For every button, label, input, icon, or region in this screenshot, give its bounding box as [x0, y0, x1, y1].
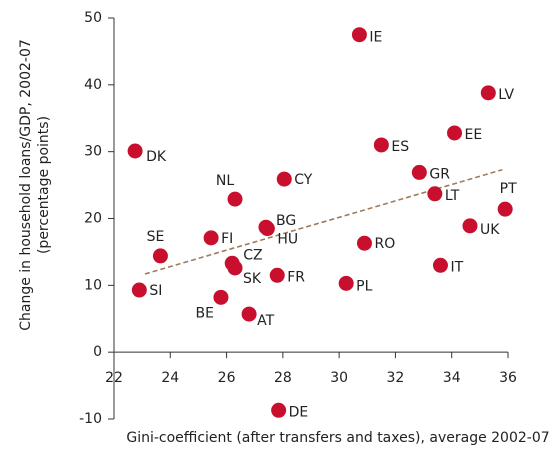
point	[227, 191, 243, 207]
point-label: AT	[257, 313, 274, 329]
point-label: RO	[374, 236, 395, 252]
point	[497, 201, 513, 217]
point-label: SI	[149, 283, 162, 299]
point-label: SE	[147, 229, 165, 245]
y-tick-label: 30	[84, 144, 102, 160]
x-tick-label: 30	[330, 370, 348, 386]
point-label: GR	[429, 166, 450, 182]
point-label: BE	[195, 305, 213, 321]
point-label: IE	[369, 30, 382, 46]
point	[351, 27, 367, 43]
point-label: PL	[356, 278, 372, 294]
point-label: BG	[276, 213, 296, 229]
point	[447, 125, 463, 141]
point-label: CY	[294, 172, 313, 188]
point	[276, 171, 292, 187]
y-tick-label: 50	[84, 10, 102, 26]
x-tick-label: 34	[443, 370, 461, 386]
point	[127, 143, 143, 159]
x-axis-title: Gini-coefficient (after transfers and ta…	[126, 430, 549, 446]
y-axis-title: (percentage points)	[36, 116, 52, 254]
point-label: HU	[277, 232, 298, 248]
x-tick-label: 28	[274, 370, 292, 386]
point	[269, 267, 285, 283]
point	[427, 186, 443, 202]
point	[480, 85, 496, 101]
point-label: EE	[465, 127, 483, 143]
point-label: DE	[289, 404, 309, 420]
point	[213, 289, 229, 305]
trendline	[144, 168, 503, 275]
point	[373, 137, 389, 153]
y-tick-label: 20	[84, 211, 102, 227]
point	[131, 282, 147, 298]
point	[356, 235, 372, 251]
y-axis-title: Change in household loans/GDP, 2002-07	[18, 39, 34, 331]
point	[259, 221, 275, 237]
point-label: ES	[391, 139, 409, 155]
x-tick-label: 24	[161, 370, 179, 386]
point-label: LT	[445, 188, 460, 204]
y-tick-label: 10	[84, 277, 102, 293]
x-tick-label: 22	[105, 370, 123, 386]
point	[338, 275, 354, 291]
point-label: SK	[243, 271, 262, 287]
y-tick-label: -10	[79, 411, 102, 427]
x-tick-label: 32	[387, 370, 405, 386]
point	[152, 248, 168, 264]
point	[271, 402, 287, 418]
point-label: CZ	[243, 247, 262, 263]
point-label: FR	[287, 269, 305, 285]
y-tick-label: 0	[93, 344, 102, 360]
x-tick-label: 36	[499, 370, 517, 386]
point-label: LV	[498, 87, 514, 103]
point-label: PT	[500, 181, 517, 197]
point-label: IT	[450, 259, 463, 275]
point-label: DK	[146, 149, 167, 165]
point-label: FI	[221, 231, 233, 247]
y-tick-label: 40	[84, 77, 102, 93]
point	[203, 230, 219, 246]
point	[411, 164, 427, 180]
point-label: NL	[216, 173, 234, 189]
point-label: UK	[480, 222, 500, 238]
x-tick-label: 26	[218, 370, 236, 386]
point	[241, 306, 257, 322]
point	[432, 257, 448, 273]
point	[462, 218, 478, 234]
point	[227, 260, 243, 276]
